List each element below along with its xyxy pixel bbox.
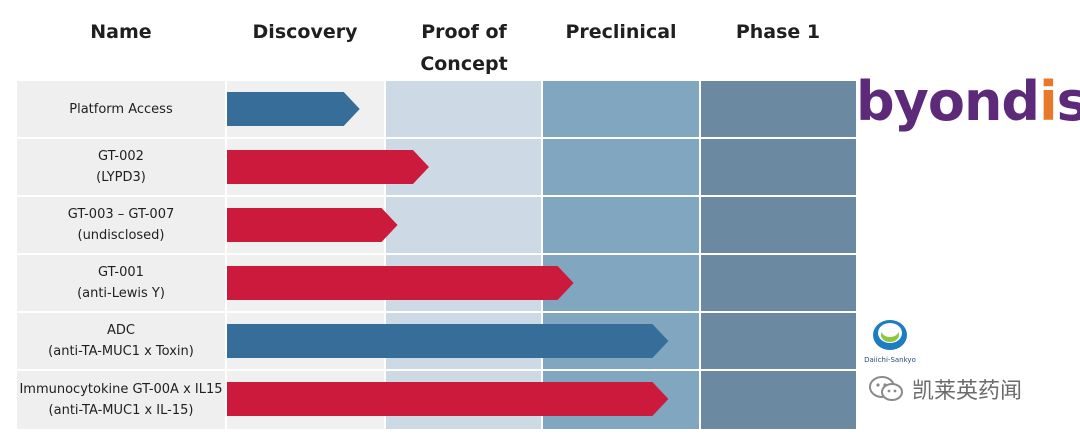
row-name-gt-003-007: GT-003 – GT-007 (undisclosed) bbox=[17, 197, 225, 253]
row-divider bbox=[17, 253, 856, 255]
column-phase1 bbox=[700, 81, 856, 429]
progress-arrow-adc bbox=[227, 324, 669, 358]
wechat-icon bbox=[869, 376, 903, 401]
row-name-platform-access: Platform Access bbox=[17, 81, 225, 137]
header-preclinical: Preclinical bbox=[565, 21, 677, 43]
column-divider bbox=[384, 81, 386, 429]
daiichi-sankyo-emblem-icon bbox=[873, 320, 907, 350]
row-name-gt-001: GT-001 (anti-Lewis Y) bbox=[17, 255, 225, 311]
header-discovery: Discovery bbox=[252, 21, 358, 43]
daiichi-sankyo-logo: Daiichi-Sankyo bbox=[862, 318, 918, 364]
column-divider bbox=[225, 81, 227, 429]
column-proof-of-concept bbox=[385, 81, 542, 429]
header-name: Name bbox=[90, 21, 152, 43]
progress-arrow-gt-002 bbox=[227, 150, 429, 184]
row-name-gt-002: GT-002 (LYPD3) bbox=[17, 139, 225, 195]
progress-arrow-immunocytokine bbox=[227, 382, 669, 416]
column-preclinical bbox=[542, 81, 700, 429]
row-divider bbox=[17, 311, 856, 313]
column-divider bbox=[699, 81, 701, 429]
header-phase1: Phase 1 bbox=[735, 21, 821, 43]
progress-arrow-platform-access bbox=[227, 92, 360, 126]
column-discovery bbox=[226, 81, 385, 429]
header-proof-of-concept: Proof of Concept bbox=[420, 21, 508, 75]
watermark: 凯莱英药闻 bbox=[868, 373, 1022, 405]
row-divider bbox=[17, 137, 856, 139]
daiichi-sankyo-text: Daiichi-Sankyo bbox=[864, 356, 916, 364]
watermark-text: 凯莱英药闻 bbox=[912, 379, 1023, 404]
row-divider bbox=[17, 195, 856, 197]
row-divider bbox=[17, 369, 856, 371]
row-name-adc: ADC (anti-TA-MUC1 x Toxin) bbox=[17, 313, 225, 369]
progress-arrow-gt-003-007 bbox=[227, 208, 398, 242]
row-name-immunocytokine: Immunocytokine GT-00A x IL15 (anti-TA-MU… bbox=[17, 371, 225, 429]
column-divider bbox=[541, 81, 543, 429]
byondis-logo: byondis bbox=[856, 70, 1080, 133]
progress-arrow-gt-001 bbox=[227, 266, 574, 300]
